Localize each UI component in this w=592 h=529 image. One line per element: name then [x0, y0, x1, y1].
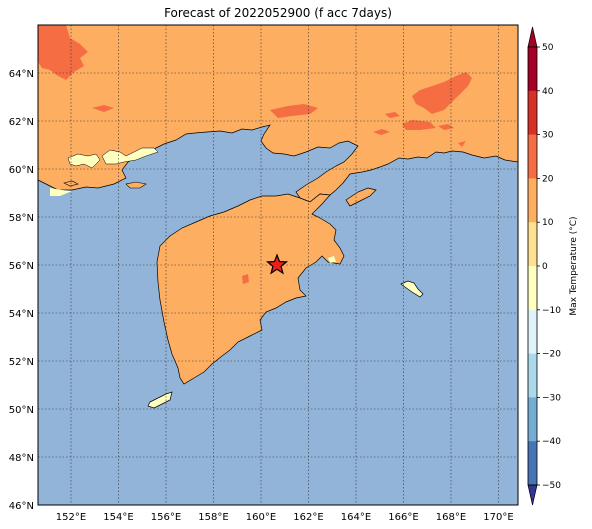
colorbar-segment [528, 222, 537, 267]
cool-zone-north-2 [101, 147, 159, 165]
island-small-1 [125, 181, 147, 189]
lat-label-54: 54°N [9, 309, 34, 320]
hot-zone-small-4 [438, 124, 454, 130]
colorbar-tick-label: 10 [542, 218, 554, 228]
colorbar: 50 40 30 20 10 0 −10 −20 −30 −40 −50 [527, 26, 561, 506]
map-frame [37, 24, 519, 506]
lat-label-52: 52°N [9, 357, 34, 368]
lat-label-58: 58°N [9, 213, 34, 224]
cool-zone-coast [50, 188, 72, 196]
red-star-icon [265, 253, 289, 275]
lon-label-152: 152°E [56, 512, 86, 523]
island-shelikhov [345, 187, 377, 207]
colorbar-segment [528, 178, 537, 223]
hot-zone-northeast [412, 72, 472, 114]
lon-label-168: 168°E [436, 512, 466, 523]
lat-label-48: 48°N [9, 453, 34, 464]
colorbar-tick-label: 20 [542, 174, 554, 184]
hot-zone-small-2 [373, 129, 390, 135]
lat-label-64: 64°N [9, 69, 34, 80]
colorbar-tick-label: 30 [542, 131, 554, 141]
hot-zone-northwest [38, 25, 88, 80]
hot-zone-kamchatka [242, 274, 249, 284]
colorbar-min-arrow [527, 484, 538, 506]
colorbar-segment [528, 353, 537, 398]
map-title: Forecast of 2022052900 (f acc 7days) [164, 6, 392, 20]
lat-label-62: 62°N [9, 117, 34, 128]
lon-label-156: 156°E [151, 512, 181, 523]
map-area [38, 25, 518, 505]
colorbar-tick-label: 50 [542, 43, 554, 53]
colorbar-tick-label: −40 [542, 437, 561, 447]
colorbar-segment [528, 90, 537, 135]
lon-label-158: 158°E [198, 512, 228, 523]
cool-zone-north-1 [67, 153, 101, 169]
colorbar-label: Max Temperature (°C) [569, 216, 579, 315]
kamchatka-warm [156, 193, 345, 385]
hot-zone-east-cape [458, 141, 466, 147]
colorbar-tick-label: 0 [542, 262, 548, 272]
colorbar-tick-label: −10 [542, 306, 561, 316]
lat-label-50: 50°N [9, 405, 34, 416]
hot-zone-small-3 [402, 120, 436, 130]
colorbar-max-arrow [527, 26, 538, 48]
colorbar-segment [528, 397, 537, 442]
lat-label-60: 60°N [9, 165, 34, 176]
lat-label-46: 46°N [9, 501, 34, 512]
lon-label-164: 164°E [341, 512, 371, 523]
colorbar-segment [528, 266, 537, 311]
lon-label-160: 160°E [246, 512, 276, 523]
colorbar-tick-label: 40 [542, 87, 554, 97]
colorbar-segment [528, 309, 537, 354]
commander-island [400, 280, 424, 298]
colorbar-tick-label: −20 [542, 350, 561, 360]
lon-label-154: 154°E [103, 512, 133, 523]
lon-labels: 152°E 154°E 156°E 158°E 160°E 162°E 164°… [56, 512, 514, 523]
colorbar-tick-label: −30 [542, 393, 561, 403]
colorbar-segment [528, 134, 537, 179]
cool-zone-coast-2 [328, 256, 336, 263]
hot-zone-coast [270, 104, 318, 118]
lon-label-166: 166°E [388, 512, 418, 523]
map-grid [38, 25, 518, 505]
lat-labels: 64°N 62°N 60°N 58°N 56°N 54°N 52°N 50°N … [9, 69, 34, 512]
hot-zone-small-5 [385, 112, 400, 118]
colorbar-segment [528, 47, 537, 92]
lon-label-170: 170°E [483, 512, 513, 523]
lat-label-56: 56°N [9, 261, 34, 272]
colorbar-segment [528, 441, 537, 486]
lon-label-162: 162°E [293, 512, 323, 523]
hot-zone-small-1 [92, 105, 114, 112]
colorbar-tick-label: −50 [542, 481, 561, 491]
